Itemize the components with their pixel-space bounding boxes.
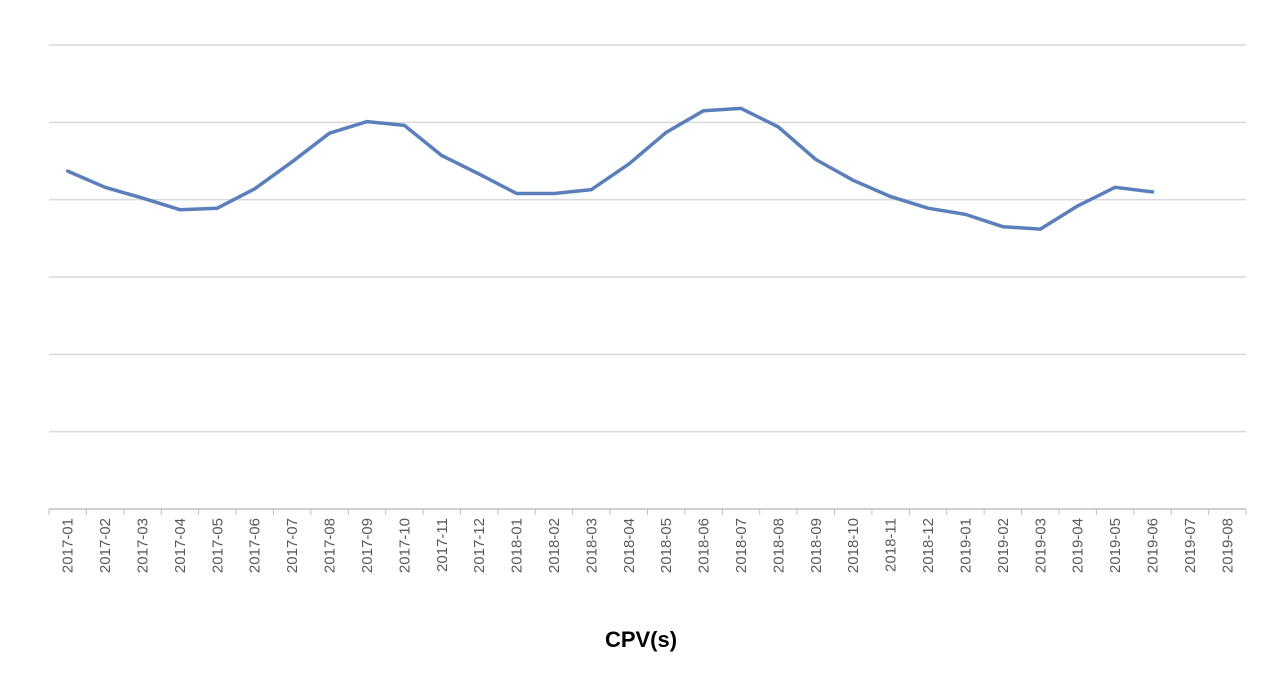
x-tick-label: 2019-08 bbox=[1219, 518, 1236, 573]
x-tick-label: 2019-03 bbox=[1032, 518, 1049, 573]
data-point bbox=[1076, 204, 1080, 208]
x-tick-label: 2018-06 bbox=[696, 518, 713, 573]
data-point bbox=[365, 119, 369, 124]
x-tick-label: 2018-07 bbox=[733, 518, 750, 573]
x-tick-label: 2018-04 bbox=[621, 518, 638, 573]
gridlines bbox=[49, 44, 1246, 433]
x-tick-labels: 2017-01 2017-02 2017-03 2017-04 2017-05 2017-… bbox=[60, 518, 1237, 573]
x-tick-label: 2019-06 bbox=[1144, 518, 1161, 573]
data-point bbox=[215, 206, 219, 210]
data-point bbox=[440, 153, 444, 158]
x-axis bbox=[48, 508, 1247, 515]
series-line bbox=[65, 106, 1155, 231]
x-tick-label: 2017-05 bbox=[209, 518, 226, 573]
data-point bbox=[66, 169, 70, 173]
x-tick-label: 2018-11 bbox=[883, 518, 900, 572]
data-point bbox=[103, 185, 107, 189]
x-tick-label: 2017-03 bbox=[135, 518, 152, 573]
x-tick-label: 2019-04 bbox=[1070, 518, 1087, 573]
x-tick-label: 2017-11 bbox=[434, 518, 451, 572]
data-point bbox=[1001, 225, 1005, 229]
series-group bbox=[65, 106, 1155, 231]
data-point bbox=[776, 125, 781, 129]
data-point bbox=[514, 191, 519, 196]
data-point bbox=[1150, 190, 1155, 194]
x-tick-label: 2017-07 bbox=[284, 518, 301, 573]
x-tick-label: 2017-10 bbox=[396, 518, 413, 573]
data-point bbox=[589, 188, 593, 192]
data-point bbox=[178, 208, 182, 212]
x-tick-label: 2018-05 bbox=[658, 518, 675, 573]
x-tick-label: 2018-10 bbox=[845, 518, 862, 573]
data-point bbox=[140, 196, 145, 200]
x-tick-label: 2017-08 bbox=[322, 518, 339, 573]
x-tick-label: 2017-02 bbox=[97, 518, 114, 573]
x-tick-label: 2017-01 bbox=[60, 518, 77, 573]
x-tick-label: 2019-07 bbox=[1182, 518, 1199, 573]
x-tick-label: 2019-05 bbox=[1107, 518, 1124, 573]
data-point bbox=[963, 212, 968, 216]
x-tick-label: 2017-06 bbox=[247, 518, 264, 573]
x-tick-label: 2019-02 bbox=[995, 518, 1012, 573]
x-tick-label: 2018-08 bbox=[770, 518, 787, 573]
x-tick-label: 2019-01 bbox=[957, 518, 974, 573]
x-tick-label: 2017-09 bbox=[359, 518, 376, 573]
data-point bbox=[1113, 185, 1117, 189]
data-point bbox=[327, 131, 332, 135]
data-point bbox=[402, 123, 406, 128]
data-point bbox=[739, 106, 743, 111]
x-tick-label: 2018-12 bbox=[920, 518, 937, 573]
x-tick-label: 2018-01 bbox=[509, 518, 526, 573]
data-point bbox=[702, 109, 706, 113]
x-tick-label: 2017-12 bbox=[471, 518, 488, 573]
data-point bbox=[814, 157, 818, 162]
data-point bbox=[1038, 227, 1042, 231]
data-point bbox=[851, 178, 855, 182]
data-point bbox=[290, 160, 294, 164]
x-axis-label: CPV(s) bbox=[605, 627, 677, 652]
x-tick-label: 2018-03 bbox=[583, 518, 600, 573]
x-tick-label: 2017-04 bbox=[172, 518, 189, 573]
data-point bbox=[253, 187, 257, 191]
data-point bbox=[926, 206, 930, 210]
data-point bbox=[627, 162, 631, 166]
data-point bbox=[477, 172, 481, 176]
data-point bbox=[664, 130, 668, 134]
x-tick-label: 2018-02 bbox=[546, 518, 563, 573]
data-point bbox=[889, 194, 893, 199]
x-tick-label: 2018-09 bbox=[808, 518, 825, 573]
data-point bbox=[552, 191, 556, 196]
